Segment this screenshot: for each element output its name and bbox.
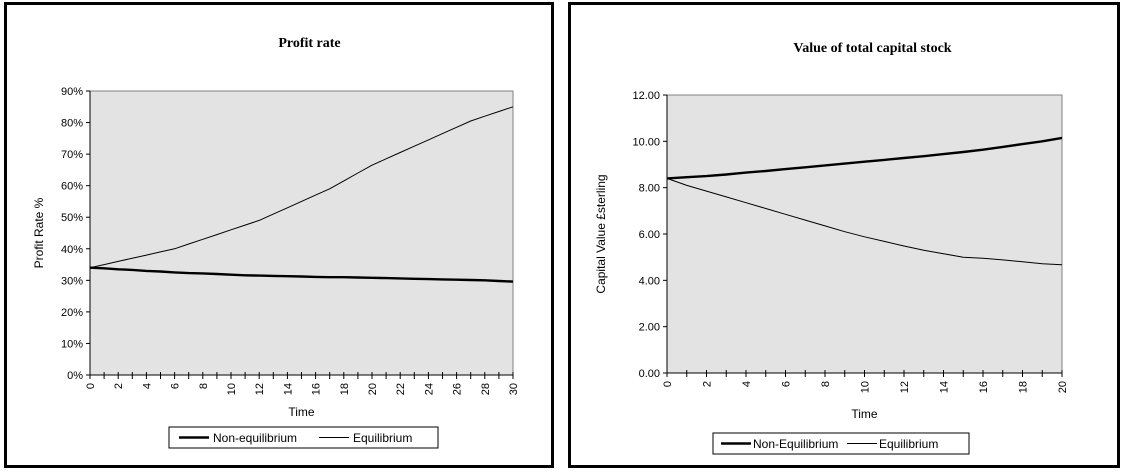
legend-label: Equilibrium [879, 437, 938, 451]
x-tick-label: 6 [781, 381, 793, 387]
legend-box [712, 432, 970, 455]
chart-legend: Non-equilibrium Equilibrium [168, 426, 439, 449]
y-tick-label: 50% [61, 212, 83, 224]
y-tick-label: 4.00 [639, 275, 660, 287]
x-tick-label: 0 [662, 381, 674, 387]
x-tick-label: 4 [741, 381, 753, 387]
y-tick-label: 10% [61, 338, 83, 350]
y-axis-label: Capital Value £sterling [594, 174, 608, 293]
x-tick-label: 18 [1018, 381, 1030, 393]
x-axis-label: Time [288, 405, 315, 419]
y-tick-label: 8.00 [639, 183, 660, 195]
x-tick-label: 20 [1057, 381, 1069, 393]
y-tick-label: 2.00 [639, 322, 660, 334]
x-tick-label: 22 [395, 383, 407, 395]
x-tick-label: 2 [113, 383, 125, 389]
chart-title: Value of total capital stock [793, 41, 951, 56]
x-tick-label: 14 [939, 381, 951, 393]
y-tick-label: 6.00 [639, 229, 660, 241]
x-tick-label: 20 [367, 383, 379, 395]
y-tick-label: 80% [61, 118, 83, 130]
chart-legend: Non-Equilibrium Equilibrium [712, 432, 970, 455]
y-tick-label: 20% [61, 307, 83, 319]
legend-label: Equilibrium [353, 431, 412, 445]
profit-rate-chart-panel: Profit rate 0% 10% 20% 30% 40% 50% 60% 70% 80% 90%… [4, 2, 554, 468]
x-tick-label: 10 [226, 383, 238, 395]
series-line-equilibrium [666, 177, 1063, 266]
capital-stock-chart-panel: Value of total capital stock 0.00 2.00 4.00… [568, 2, 1120, 468]
y-tick-label: 70% [61, 149, 83, 161]
x-axis-label: Time [851, 407, 878, 421]
legend-label: Non-Equilibrium [753, 437, 838, 451]
chart-title: Profit rate [278, 36, 340, 51]
y-axis-label: Profit Rate % [32, 197, 46, 268]
x-tick-label: 18 [339, 383, 351, 395]
x-tick-label: 26 [452, 383, 464, 395]
x-tick-label: 6 [170, 383, 182, 389]
legend-label: Non-equilibrium [213, 431, 297, 445]
x-tick-label: 24 [423, 383, 435, 395]
capital-stock-chart: Value of total capital stock 0.00 2.00 4.00… [594, 41, 1069, 455]
y-tick-label: 90% [61, 86, 83, 98]
x-tick-label: 12 [899, 381, 911, 393]
x-tick-label: 12 [254, 383, 266, 395]
plot-area [666, 94, 1063, 374]
series-line-non-equilibrium [666, 136, 1063, 180]
y-tick-label: 30% [61, 275, 83, 287]
series-line-equilibrium [89, 106, 514, 269]
legend-box [168, 426, 439, 449]
y-tick-label: 0.00 [639, 368, 660, 380]
profit-rate-chart: Profit rate 0% 10% 20% 30% 40% 50% 60% 70% 80% 90%… [32, 36, 520, 449]
x-tick-label: 8 [820, 381, 832, 387]
x-tick-label: 16 [978, 381, 990, 393]
x-tick-label: 4 [141, 383, 153, 389]
x-tick-label: 10 [860, 381, 872, 393]
y-tick-label: 12.00 [632, 90, 660, 102]
x-tick-label: 0 [85, 383, 97, 389]
x-tick-label: 16 [311, 383, 323, 395]
y-tick-label: 60% [61, 181, 83, 193]
x-tick-label: 2 [702, 381, 714, 387]
series-line-non-equilibrium [89, 266, 514, 283]
y-tick-label: 40% [61, 244, 83, 256]
y-tick-label: 10.00 [632, 136, 660, 148]
x-tick-label: 30 [508, 383, 520, 395]
x-tick-label: 28 [480, 383, 492, 395]
x-tick-label: 14 [282, 383, 294, 395]
plot-area [89, 90, 514, 376]
x-tick-label: 8 [198, 383, 210, 389]
y-tick-label: 0% [67, 370, 83, 382]
